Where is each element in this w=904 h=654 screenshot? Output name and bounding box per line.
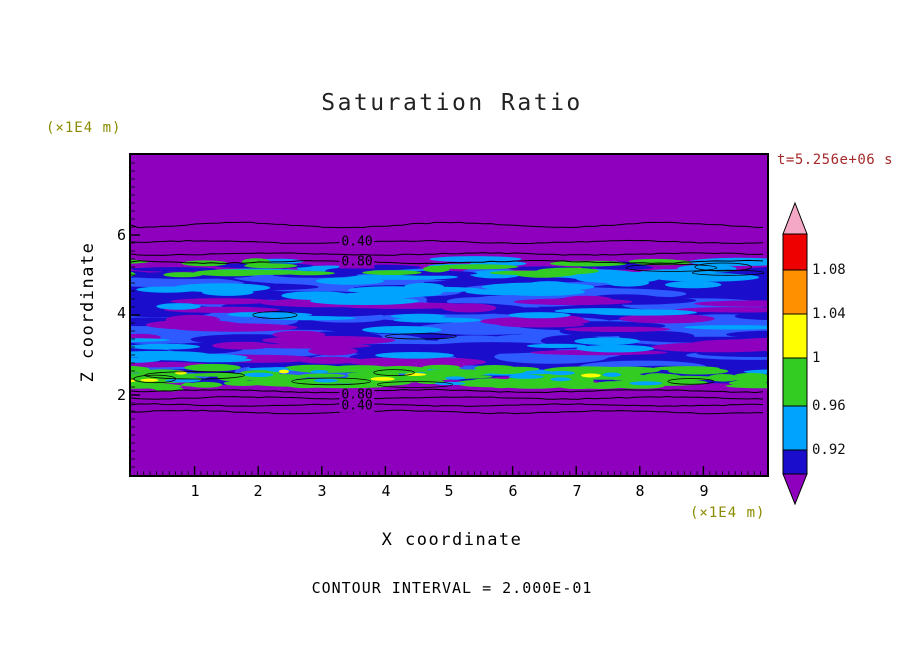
z-tick-label: 4 xyxy=(116,304,126,322)
x-axis-units: (×1E4 m) xyxy=(690,505,766,521)
contour-line-label: 0.40 xyxy=(339,398,375,414)
z-axis-label: Z coordinate xyxy=(78,241,98,383)
contour-line-label: 0.80 xyxy=(339,254,375,270)
timestamp-label: t=5.256e+06 s xyxy=(777,152,894,168)
z-tick-label: 6 xyxy=(116,226,126,244)
colorbar-tick-label: 1.04 xyxy=(812,306,846,322)
x-tick-label: 6 xyxy=(508,482,518,500)
x-tick-label: 9 xyxy=(699,482,709,500)
contour-line-label: 0.40 xyxy=(339,234,375,250)
x-tick-label: 2 xyxy=(253,482,263,500)
colorbar-tick-label: 0.96 xyxy=(812,398,846,414)
page-title: Saturation Ratio xyxy=(321,90,583,116)
z-axis-units: (×1E4 m) xyxy=(46,120,122,136)
x-tick-label: 1 xyxy=(190,482,200,500)
colorbar xyxy=(782,201,808,506)
x-tick-label: 5 xyxy=(444,482,454,500)
x-axis-label: X coordinate xyxy=(381,530,523,550)
contour-field xyxy=(131,155,767,475)
colorbar-tick-label: 1.08 xyxy=(812,262,846,278)
contour-plot-area: 0.40 0.80 0.80 0.40 xyxy=(129,153,769,477)
x-tick-label: 7 xyxy=(572,482,582,500)
x-tick-label: 8 xyxy=(635,482,645,500)
contour-line-label: 0.80 xyxy=(339,387,375,403)
contour-interval-note: CONTOUR INTERVAL = 2.000E-01 xyxy=(311,579,593,597)
z-tick-label: 2 xyxy=(116,386,126,404)
x-tick-label: 3 xyxy=(317,482,327,500)
colorbar-tick-label: 0.92 xyxy=(812,442,846,458)
x-tick-label: 4 xyxy=(381,482,391,500)
colorbar-tick-label: 1 xyxy=(812,350,821,366)
